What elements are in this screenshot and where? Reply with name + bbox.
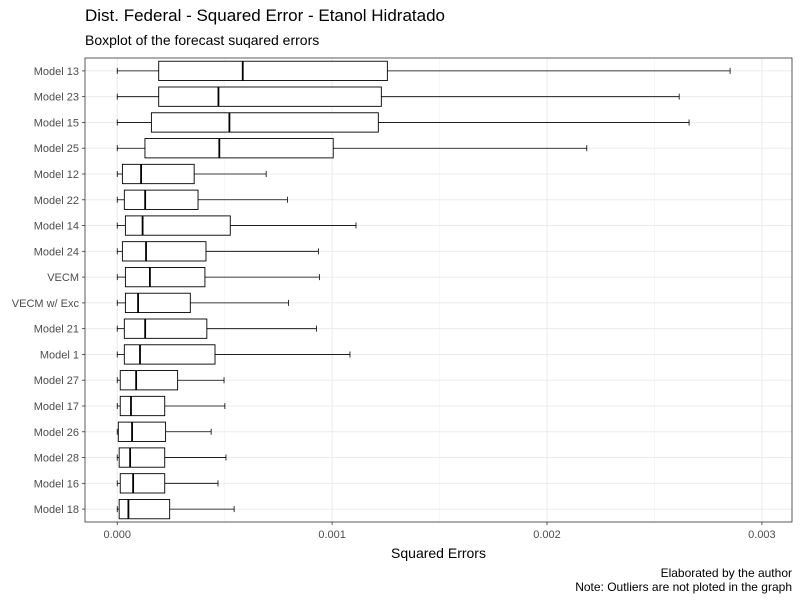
- box-iqr[interactable]: [150, 112, 379, 133]
- box-iqr[interactable]: [118, 447, 166, 468]
- y-tick-label: Model 26: [34, 427, 79, 439]
- box-iqr[interactable]: [158, 86, 382, 107]
- caption-note: Note: Outliers are not ploted in the gra…: [575, 580, 792, 594]
- y-tick-label: Model 21: [34, 324, 79, 336]
- y-tick-label: Model 14: [34, 221, 79, 233]
- y-tick-label: Model 16: [34, 478, 79, 490]
- box-iqr[interactable]: [121, 241, 207, 262]
- box-iqr[interactable]: [124, 292, 191, 314]
- panel-border: [84, 57, 793, 523]
- y-tick-label: Model 13: [34, 66, 79, 78]
- box-iqr[interactable]: [123, 344, 216, 365]
- y-tick-label: VECM: [47, 272, 79, 284]
- y-tick-label: Model 24: [34, 246, 79, 258]
- x-tick-label: 0.002: [533, 529, 561, 541]
- caption-author: Elaborated by the author: [660, 566, 792, 580]
- y-tick-label: Model 22: [34, 195, 79, 207]
- box-iqr[interactable]: [119, 395, 166, 417]
- y-tick-label: Model 28: [34, 453, 79, 465]
- box-iqr[interactable]: [117, 421, 167, 442]
- y-tick-label: Model 18: [34, 504, 79, 516]
- box-iqr[interactable]: [158, 60, 388, 82]
- y-tick-label: Model 23: [34, 92, 79, 104]
- y-tick-label: Model 15: [34, 117, 79, 129]
- y-tick-label: Model 12: [34, 169, 79, 181]
- box-iqr[interactable]: [124, 215, 231, 236]
- box-iqr[interactable]: [123, 189, 199, 210]
- box-iqr[interactable]: [144, 138, 334, 159]
- y-tick-label: VECM w/ Exc: [12, 298, 80, 310]
- chart-subtitle: Boxplot of the forecast suqared errors: [85, 32, 320, 48]
- x-tick-label: 0.000: [103, 529, 131, 541]
- y-tick-label: Model 25: [34, 143, 79, 155]
- box-iqr[interactable]: [121, 163, 195, 185]
- x-axis-title: Squared Errors: [391, 545, 486, 561]
- box-iqr[interactable]: [118, 498, 171, 520]
- x-tick-label: 0.003: [748, 529, 776, 541]
- box-iqr[interactable]: [119, 473, 166, 494]
- x-tick-label: 0.001: [318, 529, 346, 541]
- y-tick-label: Model 27: [34, 375, 79, 387]
- box-iqr[interactable]: [123, 318, 208, 339]
- box-iqr[interactable]: [124, 266, 206, 288]
- box-iqr[interactable]: [119, 370, 179, 391]
- y-tick-label: Model 1: [40, 349, 79, 361]
- chart-title: Dist. Federal - Squared Error - Etanol H…: [85, 6, 445, 25]
- y-tick-label: Model 17: [34, 401, 79, 413]
